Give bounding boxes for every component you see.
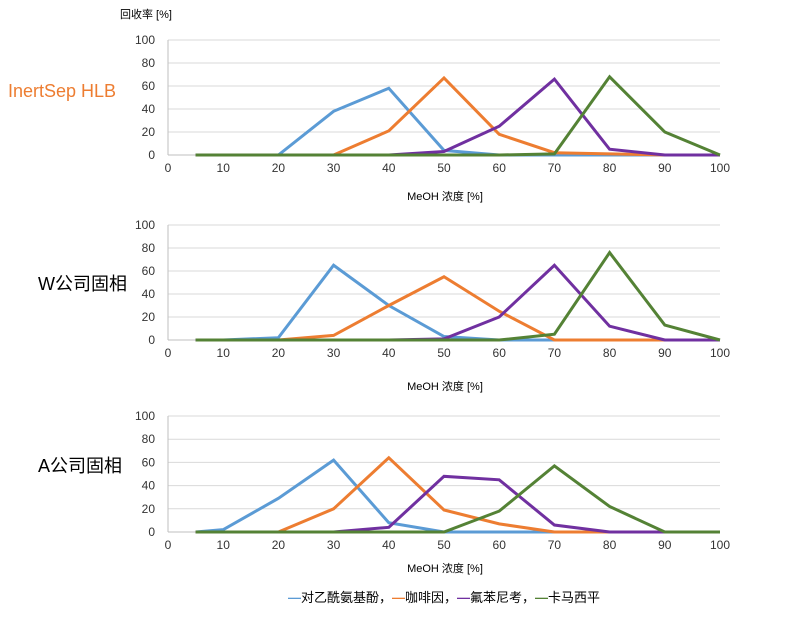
y-tick-label: 40 [142,479,156,493]
legend-swatch: — [457,590,470,605]
legend-item: 卡马西平 [548,590,600,605]
y-tick-label: 80 [142,241,156,255]
panel-label: W公司固相 [38,274,127,294]
chart-panel-2: 0 20 40 60 80 100 0 10 20 30 40 50 60 70 80 90 100 MeOH 浓… [38,218,730,393]
x-tick-label: 90 [658,538,672,552]
series-line-4 [195,74,721,157]
x-tick-label: 70 [548,538,562,552]
x-axis-title: MeOH 浓度 [%] [407,561,483,575]
x-tick-label: 30 [327,346,341,360]
y-tick-label: 100 [135,33,155,47]
panel-label: InertSep HLB [8,81,116,101]
y-tick-label: 60 [142,79,156,93]
legend-swatch: — [288,590,301,605]
x-tick-label: 80 [603,161,617,175]
legend-item: 对乙酰氨基酚， [301,590,392,605]
y-tick-label: 40 [142,102,156,116]
x-tick-label: 30 [327,161,341,175]
y-tick-label: 20 [142,310,156,324]
x-tick-label: 10 [217,161,231,175]
x-tick-label: 100 [710,161,730,175]
x-axis-title: MeOH 浓度 [%] [407,189,483,203]
y-tick-label: 100 [135,218,155,232]
x-tick-label: 50 [437,346,451,360]
legend-swatch: — [535,590,548,605]
legend-item: 咖啡因， [405,590,457,605]
x-tick-label: 60 [493,161,507,175]
y-tick-label: 0 [148,333,155,347]
x-tick-label: 70 [548,346,562,360]
y-tick-label: 20 [142,502,156,516]
x-tick-label: 80 [603,538,617,552]
chart-panel-3: 0 20 40 60 80 100 0 10 20 30 40 50 60 70 80 90 100 MeOH 浓… [38,409,730,575]
series-line-3 [195,474,720,534]
x-tick-label: 60 [493,346,507,360]
x-tick-label: 20 [272,538,286,552]
x-tick-label: 0 [165,346,172,360]
series-line-3 [195,263,720,342]
x-tick-label: 40 [382,161,396,175]
y-tick-label: 20 [142,125,156,139]
x-tick-label: 50 [437,161,451,175]
series-line-4 [195,463,720,534]
y-tick-label: 100 [135,409,155,423]
x-axis-title: MeOH 浓度 [%] [407,379,483,393]
legend: —对乙酰氨基酚，—咖啡因，—氟苯尼考，—卡马西平 [288,590,600,605]
y-tick-label: 80 [142,56,156,70]
x-tick-label: 0 [165,161,172,175]
y-tick-label: 40 [142,287,156,301]
x-tick-label: 60 [493,538,507,552]
series-line-1 [195,263,720,342]
x-tick-label: 20 [272,346,286,360]
x-tick-label: 40 [382,538,396,552]
panel-label: A公司固相 [38,456,122,476]
x-tick-label: 20 [272,161,286,175]
x-tick-label: 10 [217,538,231,552]
x-tick-label: 80 [603,346,617,360]
x-tick-label: 100 [710,346,730,360]
x-tick-label: 70 [548,161,562,175]
y-tick-label: 60 [142,455,156,469]
legend-swatch: — [392,590,405,605]
legend-item: 氟苯尼考， [470,590,535,605]
x-tick-label: 10 [217,346,231,360]
x-tick-label: 90 [658,161,672,175]
series-line-4 [195,250,721,342]
x-tick-label: 30 [327,538,341,552]
y-tick-label: 80 [142,432,156,446]
x-tick-label: 90 [658,346,672,360]
y-tick-label: 0 [148,525,155,539]
x-tick-label: 0 [165,538,172,552]
y-axis-title: 回收率 [%] [120,7,172,21]
x-tick-label: 40 [382,346,396,360]
chart-panel-1: 0 20 40 60 80 100 0 10 20 30 40 50 60 70 80 90 100 MeOH 浓… [8,33,730,203]
series-line-2 [195,75,720,157]
x-tick-label: 50 [437,538,451,552]
series-line-2 [195,275,720,342]
x-tick-label: 100 [710,538,730,552]
y-tick-label: 60 [142,264,156,278]
y-tick-label: 0 [148,148,155,162]
